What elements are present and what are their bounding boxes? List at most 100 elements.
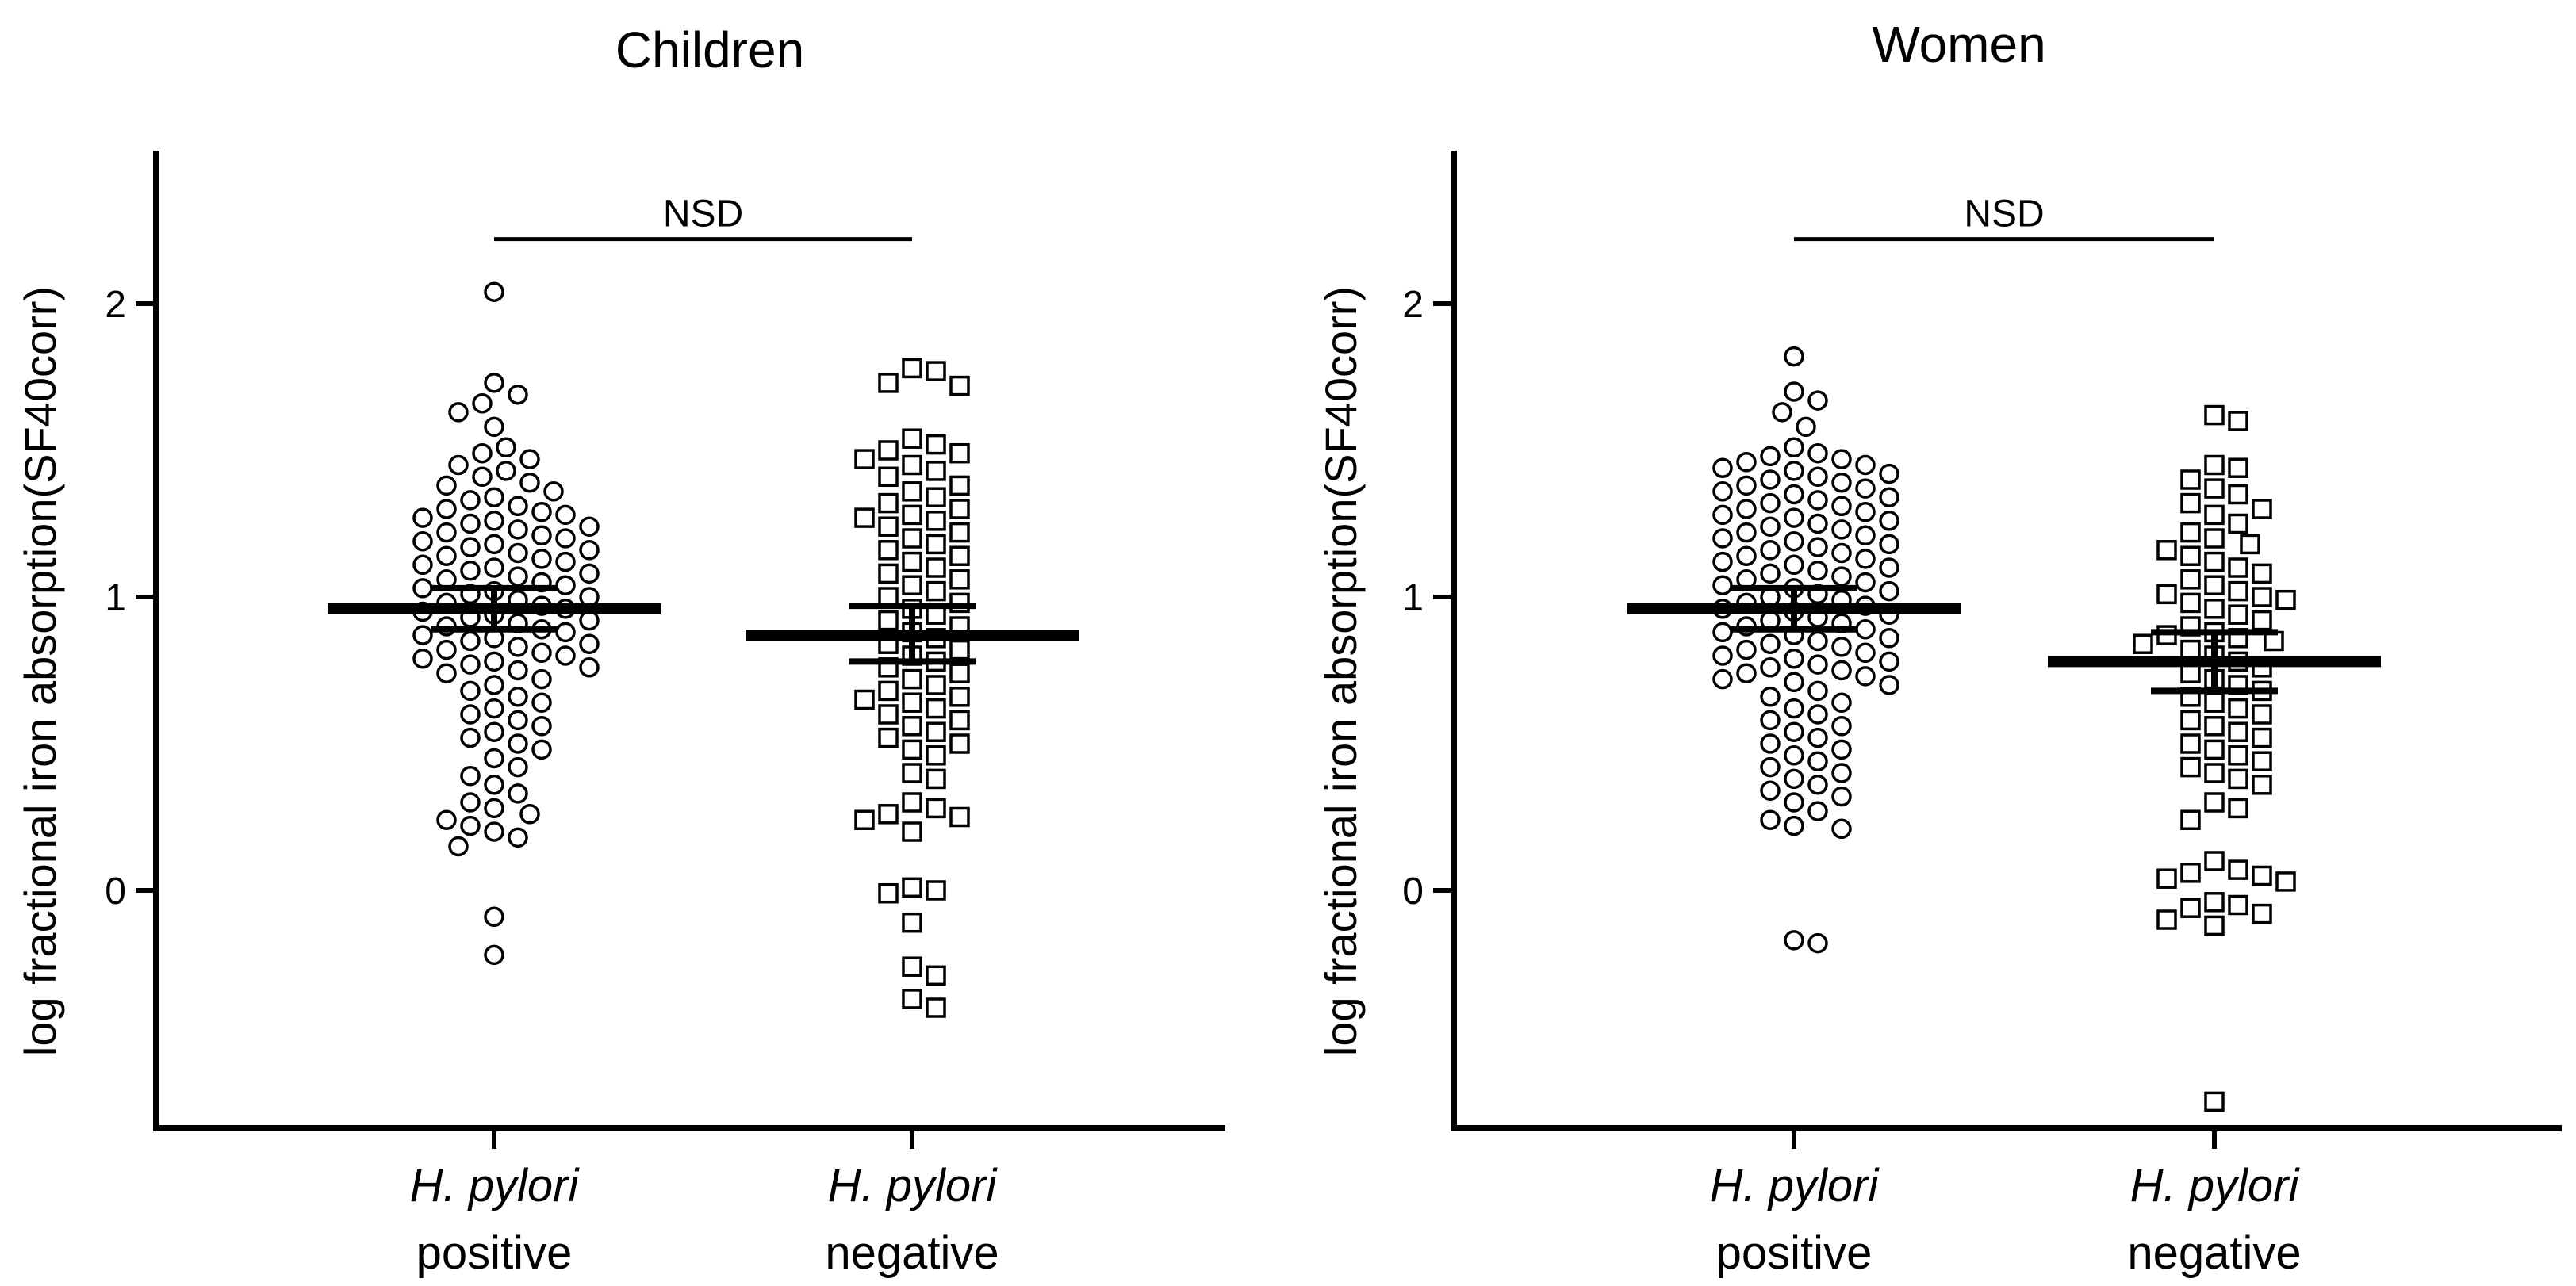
- data-point-square: [854, 507, 875, 528]
- y-tick-label: 1: [1402, 577, 1424, 619]
- data-point-circle: [460, 630, 481, 652]
- data-point-circle: [496, 461, 516, 481]
- data-point-square: [2228, 513, 2248, 534]
- data-point-square: [2204, 575, 2225, 595]
- data-point-square: [2228, 411, 2248, 431]
- data-point-square: [2228, 484, 2248, 505]
- x-category-label-line1: H. pylori: [1710, 1160, 1880, 1211]
- data-point-square: [2275, 871, 2296, 892]
- data-point-square: [902, 551, 922, 572]
- significance-label: NSD: [1964, 193, 2044, 235]
- data-point-square: [949, 687, 970, 707]
- data-point-square: [878, 492, 899, 514]
- data-point-circle: [543, 481, 564, 502]
- data-point-circle: [1712, 504, 1733, 526]
- x-category-label-line2: negative: [825, 1227, 999, 1279]
- data-point-square: [2180, 809, 2201, 830]
- data-point-square: [2180, 756, 2201, 778]
- data-point-circle: [1879, 511, 1899, 531]
- data-point-circle: [1831, 763, 1852, 783]
- data-point-circle: [1855, 478, 1876, 499]
- data-point-circle: [460, 815, 481, 836]
- data-point-square: [2252, 727, 2272, 748]
- data-point-circle: [1760, 516, 1781, 537]
- data-point-circle: [1736, 545, 1757, 566]
- data-point-square: [926, 721, 946, 742]
- data-point-circle: [531, 739, 552, 760]
- data-point-circle: [508, 496, 528, 517]
- data-point-circle: [1831, 818, 1852, 840]
- data-point-square: [926, 534, 946, 555]
- data-point-square: [2180, 545, 2201, 566]
- data-point-circle: [1784, 484, 1804, 505]
- data-point-circle: [579, 657, 600, 678]
- data-point-circle: [1784, 507, 1804, 528]
- data-point-circle: [1712, 551, 1733, 572]
- data-point-circle: [1831, 786, 1852, 807]
- data-point-circle: [1879, 534, 1899, 555]
- data-point-square: [2180, 522, 2201, 543]
- data-point-circle: [1760, 469, 1781, 490]
- data-point-circle: [1807, 466, 1828, 488]
- data-point-circle: [484, 373, 504, 393]
- data-point-circle: [555, 551, 576, 572]
- data-point-square: [949, 522, 970, 543]
- data-point-circle: [1736, 452, 1757, 473]
- data-point-square: [2180, 569, 2201, 590]
- data-point-square: [854, 809, 875, 830]
- data-point-circle: [448, 454, 469, 476]
- data-point-circle: [531, 549, 552, 569]
- data-point-circle: [1855, 642, 1876, 664]
- data-point-circle: [1855, 454, 1876, 476]
- data-point-circle: [519, 449, 540, 469]
- data-point-circle: [508, 783, 528, 804]
- data-point-square: [926, 798, 946, 819]
- data-point-square: [878, 540, 899, 561]
- data-point-square: [2228, 580, 2248, 602]
- significance-label: NSD: [663, 193, 743, 235]
- data-point-circle: [484, 675, 504, 695]
- data-point-circle: [448, 402, 469, 423]
- data-point-circle: [436, 522, 457, 543]
- data-point-circle: [1784, 815, 1804, 836]
- data-point-square: [878, 373, 899, 393]
- data-point-square: [902, 428, 922, 449]
- data-point-square: [2204, 692, 2225, 713]
- data-point-square: [949, 806, 970, 828]
- data-point-square: [949, 475, 970, 496]
- data-point-square: [902, 763, 922, 783]
- data-point-circle: [1807, 775, 1828, 795]
- data-point-square: [2252, 751, 2272, 771]
- data-point-square: [2252, 865, 2272, 886]
- data-point-circle: [1807, 932, 1828, 954]
- data-point-circle: [519, 472, 540, 493]
- data-point-circle: [508, 710, 528, 731]
- data-point-square: [926, 698, 946, 719]
- data-point-circle: [484, 944, 504, 966]
- data-point-circle: [579, 516, 600, 537]
- data-point-circle: [519, 804, 540, 825]
- data-point-circle: [1855, 666, 1876, 687]
- data-point-circle: [460, 654, 481, 675]
- data-point-circle: [1712, 457, 1733, 478]
- data-point-square: [2156, 584, 2177, 605]
- data-point-circle: [508, 566, 528, 587]
- data-point-square: [2204, 1091, 2225, 1112]
- data-point-square: [949, 442, 970, 464]
- data-point-circle: [484, 651, 504, 672]
- data-point-circle: [1736, 475, 1757, 496]
- data-point-circle: [1879, 675, 1899, 695]
- data-point-circle: [1879, 487, 1899, 507]
- data-point-square: [902, 821, 922, 842]
- data-point-square: [926, 675, 946, 695]
- data-point-square: [949, 569, 970, 590]
- data-point-circle: [1831, 566, 1852, 587]
- data-point-square: [2204, 504, 2225, 526]
- data-point-square: [2180, 898, 2201, 918]
- data-point-circle: [531, 501, 552, 522]
- data-point-circle: [1831, 496, 1852, 517]
- data-point-circle: [1807, 704, 1828, 725]
- data-point-circle: [1784, 648, 1804, 669]
- data-point-circle: [555, 645, 576, 666]
- data-point-square: [2228, 557, 2248, 578]
